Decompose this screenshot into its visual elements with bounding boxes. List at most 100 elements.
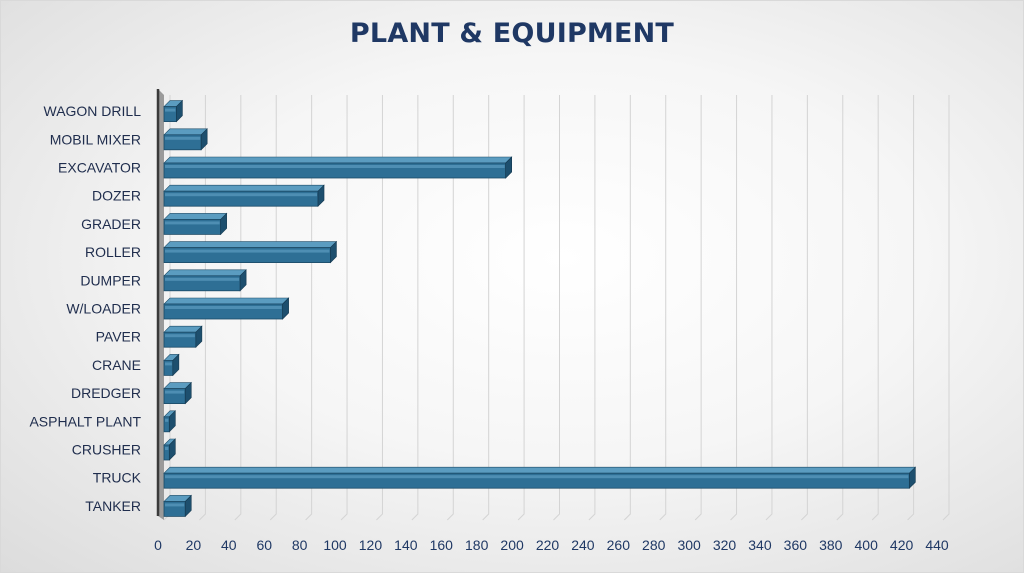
category-label: DUMPER (80, 272, 141, 288)
category-label: CRUSHER (72, 442, 141, 458)
bar-highlight (165, 277, 240, 281)
gridline (588, 95, 596, 521)
bar-end-face (195, 325, 203, 348)
x-tick-label: 0 (154, 537, 162, 553)
bar-top-face (163, 128, 208, 136)
gridline (305, 95, 313, 521)
x-tick-label: 40 (221, 537, 237, 553)
bar-highlight (165, 136, 201, 140)
x-tick-label: 440 (925, 537, 949, 553)
category-label: GRADER (81, 216, 141, 232)
gridline (659, 95, 667, 521)
category-label: MOBIL MIXER (50, 131, 141, 147)
category-label: TANKER (85, 498, 141, 514)
x-tick-label: 20 (186, 537, 202, 553)
chart-title: PLANT & EQUIPMENT (349, 18, 675, 49)
gridline (942, 95, 950, 521)
x-tick-label: 400 (855, 537, 879, 553)
x-tick-label: 220 (536, 537, 560, 553)
bar-top-face (163, 466, 917, 474)
bar-end-face (172, 353, 180, 377)
gridline (482, 95, 490, 521)
bar-top-face (163, 184, 325, 192)
x-tick-label: 360 (784, 537, 808, 553)
gridline (623, 95, 631, 521)
gridline (269, 95, 277, 521)
x-tick-labels: 0 20 40 60 80 100 120 140 160 180 200 220 240 260 280 3… (154, 537, 949, 553)
bar-end-face (220, 212, 227, 236)
x-tick-label: 420 (890, 537, 914, 553)
bar-highlight (165, 193, 318, 197)
x-tick-label: 260 (607, 537, 631, 553)
bar-highlight (165, 221, 220, 225)
bar (163, 410, 177, 433)
bar-highlight (165, 334, 195, 338)
gridline (730, 95, 738, 521)
bar-end-face (282, 297, 289, 320)
bar (163, 184, 325, 207)
bar-end-face (169, 410, 176, 433)
x-tick-label: 300 (677, 537, 701, 553)
bar-top-face (163, 269, 247, 277)
category-label: EXCAVATOR (58, 160, 141, 176)
category-label: TRUCK (93, 470, 142, 486)
x-tick-label: 100 (323, 537, 347, 553)
category-label: ROLLER (85, 244, 141, 260)
category-label: WAGON DRILL (44, 103, 142, 119)
bar-end-face (317, 184, 325, 207)
bar (163, 240, 338, 264)
bar (163, 353, 180, 377)
bar-highlight (165, 447, 169, 450)
x-tick-label: 80 (292, 537, 308, 553)
gridline (411, 95, 419, 521)
bar-end-face (505, 156, 512, 179)
bars (163, 99, 917, 518)
gridline (907, 95, 915, 521)
x-tick-label: 60 (256, 537, 272, 553)
gridline (446, 95, 454, 521)
bar (163, 466, 917, 489)
bar (163, 156, 513, 179)
bar-top-face (163, 213, 228, 220)
x-tick-label: 320 (713, 537, 737, 553)
gridline (836, 95, 844, 521)
bar-end-face (330, 240, 337, 264)
bar-end-face (184, 381, 192, 405)
bar-top-face (163, 241, 338, 248)
bar-highlight (165, 249, 330, 253)
bar-highlight (165, 418, 169, 422)
category-label: PAVER (96, 329, 141, 345)
x-tick-label: 240 (571, 537, 595, 553)
x-tick-label: 380 (819, 537, 843, 553)
x-tick-label: 140 (394, 537, 418, 553)
bar-highlight (165, 165, 505, 168)
bar-end-face (200, 128, 208, 151)
category-label: DREDGER (71, 385, 141, 401)
gridline (517, 95, 525, 521)
bar-highlight (165, 503, 185, 507)
x-tick-label: 280 (642, 537, 666, 553)
bar (163, 212, 228, 236)
grid-lines (163, 95, 950, 521)
gridline (234, 95, 242, 521)
bar-highlight (165, 362, 172, 366)
gridline (553, 95, 560, 521)
bar (163, 325, 203, 348)
bar-end-face (909, 466, 916, 489)
gridline (376, 95, 383, 521)
bar-end-face (239, 269, 247, 292)
category-labels: WAGON DRILL MOBIL MIXER EXCAVATOR DOZER GRAD… (29, 103, 141, 514)
bar (163, 297, 290, 320)
category-label: DOZER (92, 188, 141, 204)
bar-end-face (176, 99, 183, 123)
bar (163, 269, 247, 292)
x-tick-label: 160 (430, 537, 454, 553)
gridline (871, 95, 879, 521)
x-tick-label: 340 (748, 537, 772, 553)
x-tick-label: 120 (359, 537, 383, 553)
axis-wall (158, 89, 164, 520)
bar-end-face (169, 438, 176, 461)
bar (163, 438, 177, 461)
bar-highlight (165, 390, 185, 394)
